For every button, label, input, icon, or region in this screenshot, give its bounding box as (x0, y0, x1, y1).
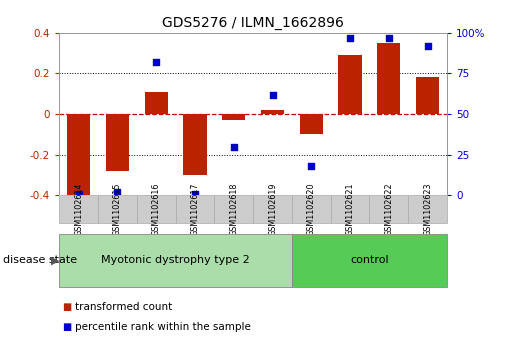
Text: GSM1102618: GSM1102618 (229, 182, 238, 236)
Point (75, 191, 83, 197)
Point (152, 59, 160, 65)
Point (230, 144, 238, 150)
Text: control: control (350, 256, 389, 265)
Bar (331, 195, 369, 223)
Bar (369, 195, 408, 223)
Bar (67, 114, 90, 195)
Bar (59, 195, 98, 223)
Bar (292, 234, 447, 287)
Point (191, 191, 199, 197)
Point (307, 163, 315, 169)
Point (423, 43, 432, 49)
Text: GSM1102614: GSM1102614 (74, 182, 83, 236)
Bar (338, 55, 362, 114)
Text: transformed count: transformed count (75, 302, 172, 312)
Bar (416, 77, 439, 114)
Bar (261, 110, 284, 114)
Bar (222, 114, 245, 120)
Text: ■: ■ (62, 302, 72, 312)
Point (268, 91, 277, 97)
Title: GDS5276 / ILMN_1662896: GDS5276 / ILMN_1662896 (162, 16, 344, 30)
Text: GSM1102617: GSM1102617 (191, 182, 199, 236)
Text: GSM1102623: GSM1102623 (423, 182, 432, 236)
Bar (137, 195, 176, 223)
Bar (145, 91, 168, 114)
Point (385, 34, 393, 40)
Text: Myotonic dystrophy type 2: Myotonic dystrophy type 2 (101, 256, 250, 265)
Text: GSM1102620: GSM1102620 (307, 182, 316, 236)
Text: percentile rank within the sample: percentile rank within the sample (75, 322, 251, 332)
Bar (98, 195, 137, 223)
Bar (408, 195, 447, 223)
Text: ▶: ▶ (52, 256, 60, 265)
Bar (253, 195, 292, 223)
Text: GSM1102616: GSM1102616 (152, 182, 161, 236)
Text: GSM1102619: GSM1102619 (268, 182, 277, 236)
Text: GSM1102622: GSM1102622 (384, 182, 393, 236)
Bar (292, 195, 331, 223)
Text: disease state: disease state (3, 256, 77, 265)
Text: ■: ■ (62, 322, 72, 332)
Bar (300, 114, 323, 134)
Bar (214, 195, 253, 223)
Text: GSM1102615: GSM1102615 (113, 182, 122, 236)
Bar (59, 234, 292, 287)
Bar (183, 114, 207, 175)
Bar (106, 114, 129, 171)
Bar (176, 195, 214, 223)
Point (113, 189, 122, 195)
Point (346, 34, 354, 40)
Bar (377, 43, 401, 114)
Text: GSM1102621: GSM1102621 (346, 182, 354, 236)
